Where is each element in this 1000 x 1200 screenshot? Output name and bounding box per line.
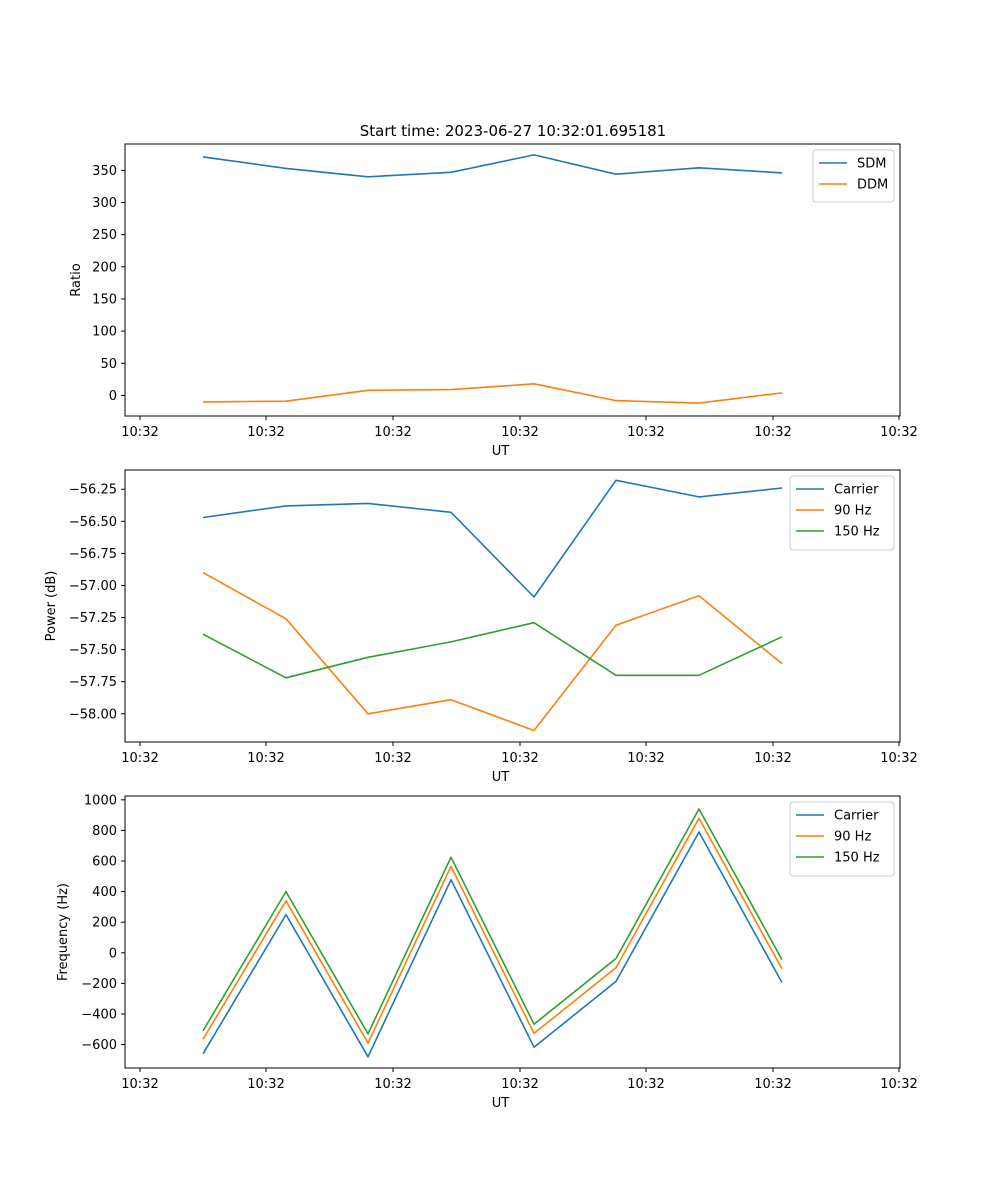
y-tick-label: −56.50 bbox=[69, 515, 117, 530]
y-tick-label: 600 bbox=[92, 855, 117, 870]
y-tick-label: 200 bbox=[92, 260, 117, 275]
legend-label: 90 Hz bbox=[834, 504, 871, 519]
y-tick-label: −56.75 bbox=[69, 547, 117, 562]
x-axis-label: UT bbox=[492, 770, 510, 785]
legend-label: DDM bbox=[857, 178, 888, 193]
charts-container: 10:32 10:32 10:32 10:32 10:32 10:32 10:32 0 50 10… bbox=[44, 143, 918, 1111]
series-line-150-hz bbox=[202, 808, 783, 1035]
x-axis-label: UT bbox=[492, 1096, 510, 1111]
legend-label: Carrier bbox=[834, 483, 879, 498]
y-tick-label: −57.75 bbox=[69, 675, 117, 690]
y-tick-label: 300 bbox=[92, 196, 117, 211]
x-tick-label: 10:32 bbox=[374, 425, 411, 440]
series-line-150-hz bbox=[202, 621, 783, 679]
y-tick-label: 50 bbox=[100, 357, 117, 372]
y-axis-label: Frequency (Hz) bbox=[56, 883, 71, 981]
y-tick-label: 0 bbox=[109, 389, 117, 404]
y-axis-label: Ratio bbox=[69, 263, 84, 296]
x-tick-label: 10:32 bbox=[247, 425, 284, 440]
x-tick-label: 10:32 bbox=[121, 751, 158, 766]
y-tick-label: 0 bbox=[109, 946, 117, 961]
chart-panel-3: 10:32 10:32 10:32 10:32 10:32 10:32 10:32 −600 −… bbox=[56, 793, 918, 1111]
legend-label: 150 Hz bbox=[834, 851, 880, 866]
plot-frame bbox=[124, 795, 901, 1069]
x-tick-label: 10:32 bbox=[247, 751, 284, 766]
figure-title: Start time: 2023-06-27 10:32:01.695181 bbox=[360, 122, 666, 140]
y-tick-label: 100 bbox=[92, 325, 117, 340]
chart-panel-2: 10:32 10:32 10:32 10:32 10:32 10:32 10:32 −58.0… bbox=[44, 469, 918, 785]
y-tick-label: 200 bbox=[92, 916, 117, 931]
legend: Carrier 90 Hz 150 Hz bbox=[789, 475, 895, 551]
y-tick-label: −200 bbox=[81, 977, 117, 992]
x-tick-label: 10:32 bbox=[880, 425, 917, 440]
plot-frame bbox=[124, 469, 901, 743]
x-tick-label: 10:32 bbox=[754, 425, 791, 440]
y-tick-label: −57.25 bbox=[69, 611, 117, 626]
series-line-ddm bbox=[202, 382, 783, 404]
x-tick-label: 10:32 bbox=[501, 751, 538, 766]
x-tick-label: 10:32 bbox=[754, 751, 791, 766]
x-tick-label: 10:32 bbox=[374, 751, 411, 766]
x-axis-label: UT bbox=[492, 444, 510, 459]
x-tick-label: 10:32 bbox=[880, 1077, 917, 1092]
x-tick-label: 10:32 bbox=[501, 425, 538, 440]
series-line-90-hz bbox=[202, 817, 783, 1044]
x-tick-label: 10:32 bbox=[880, 751, 917, 766]
x-tick-label: 10:32 bbox=[754, 1077, 791, 1092]
chart-panel-1: 10:32 10:32 10:32 10:32 10:32 10:32 10:32 0 50 10… bbox=[69, 143, 918, 459]
x-tick-label: 10:32 bbox=[121, 425, 158, 440]
x-tick-label: 10:32 bbox=[627, 751, 664, 766]
y-tick-label: −400 bbox=[81, 1007, 117, 1022]
x-tick-label: 10:32 bbox=[374, 1077, 411, 1092]
series-line-carrier bbox=[202, 831, 783, 1058]
y-tick-label: 150 bbox=[92, 292, 117, 307]
x-tick-label: 10:32 bbox=[627, 1077, 664, 1092]
legend-label: 150 Hz bbox=[834, 525, 880, 540]
series-line-90-hz bbox=[202, 571, 783, 732]
y-tick-label: −56.25 bbox=[69, 483, 117, 498]
y-tick-label: 250 bbox=[92, 228, 117, 243]
y-tick-label: 800 bbox=[92, 824, 117, 839]
y-tick-label: 400 bbox=[92, 885, 117, 900]
y-tick-label: −58.00 bbox=[69, 707, 117, 722]
y-tick-label: −57.50 bbox=[69, 643, 117, 658]
x-tick-label: 10:32 bbox=[501, 1077, 538, 1092]
y-tick-label: −57.00 bbox=[69, 579, 117, 594]
legend-label: 90 Hz bbox=[834, 830, 871, 845]
legend-label: Carrier bbox=[834, 809, 879, 824]
x-tick-label: 10:32 bbox=[247, 1077, 284, 1092]
series-line-sdm bbox=[202, 154, 783, 178]
legend: Carrier 90 Hz 150 Hz bbox=[789, 801, 895, 877]
y-tick-label: 1000 bbox=[84, 793, 117, 808]
legend-label: SDM bbox=[857, 157, 886, 172]
legend: SDM DDM bbox=[812, 149, 895, 203]
x-tick-label: 10:32 bbox=[627, 425, 664, 440]
y-tick-label: 350 bbox=[92, 164, 117, 179]
plot-frame bbox=[124, 143, 901, 417]
y-axis-label: Power (dB) bbox=[44, 571, 59, 642]
x-tick-label: 10:32 bbox=[121, 1077, 158, 1092]
y-tick-label: −600 bbox=[81, 1038, 117, 1053]
series-line-carrier bbox=[202, 479, 783, 598]
